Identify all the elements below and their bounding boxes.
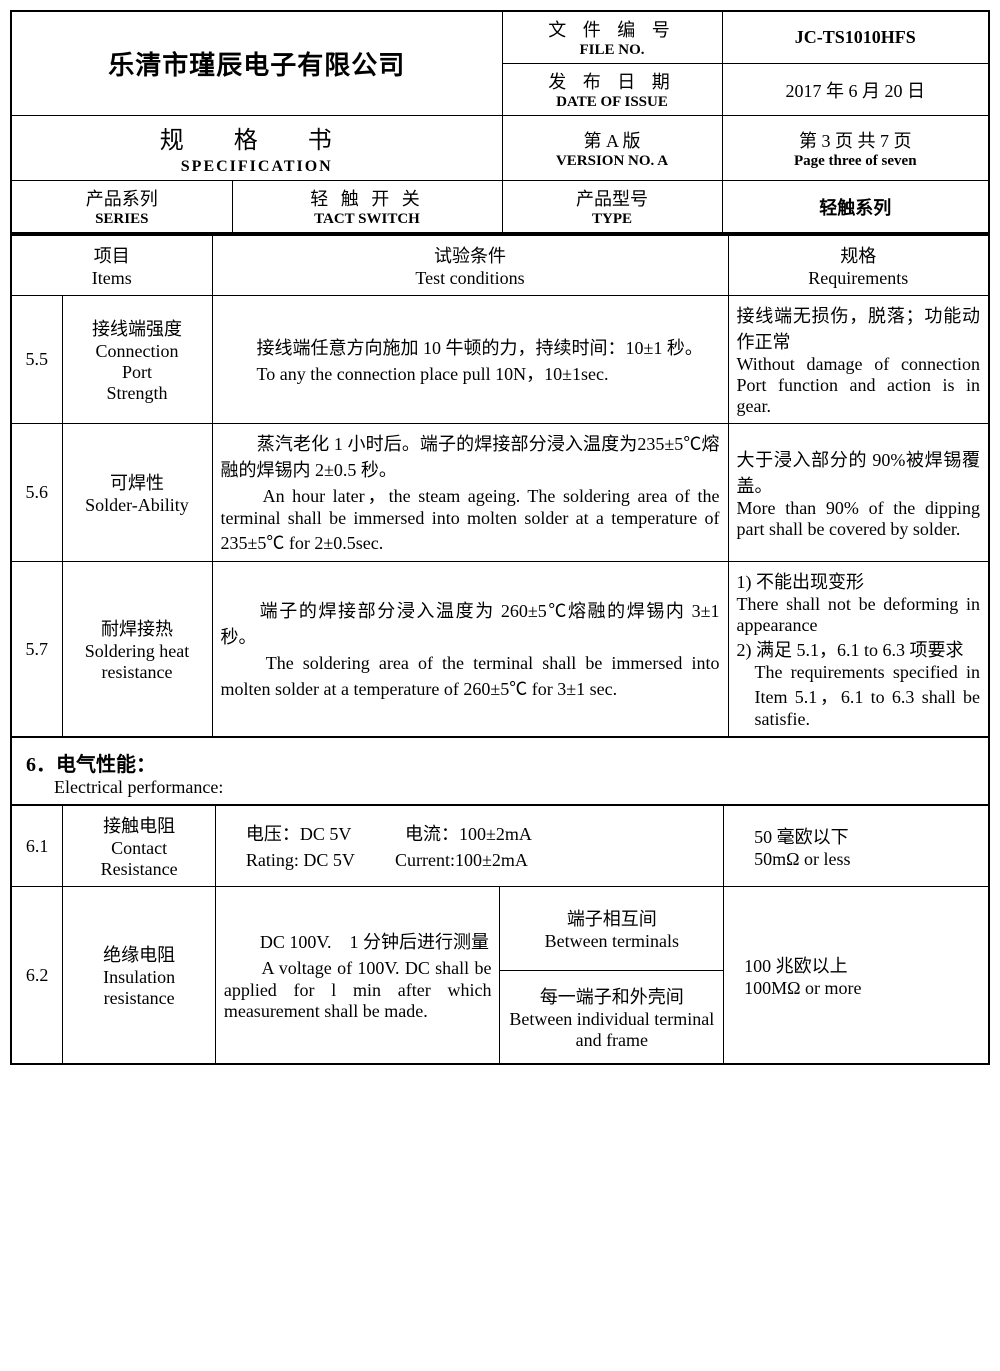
req-en: Without damage of connection Port functi… bbox=[737, 354, 981, 417]
item-en: Soldering heat bbox=[71, 641, 204, 662]
col-cond-en: Test conditions bbox=[221, 268, 720, 289]
date-label-cn: 发 布 日 期 bbox=[509, 68, 716, 94]
row-num: 6.1 bbox=[12, 806, 63, 887]
req-en: 50mΩ or less bbox=[754, 849, 980, 870]
req-l3: 2) 满足 5.1，6.1 to 6.3 项要求 bbox=[737, 636, 981, 662]
req-l1: 1) 不能出现变形 bbox=[737, 568, 981, 594]
cond2b-cn: 每一端子和外壳间 bbox=[506, 983, 717, 1009]
issue-date: 2017 年 6 月 20 日 bbox=[722, 64, 988, 116]
file-number: JC-TS1010HFS bbox=[722, 12, 988, 64]
item-cn: 耐焊接热 bbox=[71, 615, 204, 641]
cond-cn: 电压：DC 5V 电流：100±2mA bbox=[246, 820, 715, 846]
item-en: resistance bbox=[71, 988, 207, 1009]
series-value-en: TACT SWITCH bbox=[239, 211, 496, 228]
section-6-heading: 6．电气性能： Electrical performance: bbox=[12, 737, 988, 805]
col-items-cn: 项目 bbox=[20, 242, 204, 268]
table-header-row: 项目 Items 试验条件 Test conditions 规格 Require… bbox=[12, 235, 988, 296]
item-cn: 接线端强度 bbox=[71, 315, 204, 341]
cond-en: An hour later，the steam ageing. The sold… bbox=[221, 482, 720, 555]
item-cn: 绝缘电阻 bbox=[71, 941, 207, 967]
cond-en: The soldering area of the terminal shall… bbox=[221, 649, 720, 701]
cond-cn: 端子的焊接部分浸入温度为 260±5℃熔融的焊锡内 3±1 秒。 bbox=[221, 597, 720, 649]
version-en: VERSION NO. A bbox=[509, 153, 716, 170]
date-label-en: DATE OF ISSUE bbox=[509, 94, 716, 111]
req-cn: 100 兆欧以上 bbox=[744, 952, 980, 978]
item-en: Strength bbox=[71, 383, 204, 404]
item-cn: 可焊性 bbox=[71, 469, 204, 495]
company-name: 乐清市瑾辰电子有限公司 bbox=[18, 45, 496, 82]
type-label-cn: 产品型号 bbox=[509, 185, 716, 211]
version-cn: 第 A 版 bbox=[509, 127, 716, 153]
item-en: Contact bbox=[71, 838, 207, 859]
series-label-en: SERIES bbox=[18, 211, 226, 228]
section-6-en: Electrical performance: bbox=[26, 777, 974, 798]
req-cn: 接线端无损伤，脱落；功能动作正常 bbox=[737, 302, 981, 354]
spec-title-en: SPECIFICATION bbox=[181, 158, 333, 175]
row-num: 5.7 bbox=[12, 562, 62, 737]
table-row: 5.5 接线端强度 Connection Port Strength 接线端任意… bbox=[12, 296, 988, 424]
item-en: Port bbox=[71, 362, 204, 383]
req-l2: There shall not be deforming in appearan… bbox=[737, 594, 981, 636]
item-en: Insulation bbox=[71, 967, 207, 988]
col-req-cn: 规格 bbox=[737, 242, 981, 268]
series-label-cn: 产品系列 bbox=[18, 185, 226, 211]
cond-cn: 蒸汽老化 1 小时后。端子的焊接部分浸入温度为235±5℃熔融的焊锡内 2±0.… bbox=[221, 430, 720, 482]
spec-page: 乐清市瑾辰电子有限公司 文 件 编 号 FILE NO. JC-TS1010HF… bbox=[10, 10, 990, 1065]
header-table: 乐清市瑾辰电子有限公司 文 件 编 号 FILE NO. JC-TS1010HF… bbox=[12, 12, 988, 233]
req-en: More than 90% of the dipping part shall … bbox=[737, 498, 981, 540]
cond2a-cn: 端子相互间 bbox=[506, 905, 717, 931]
col-items-en: Items bbox=[20, 268, 204, 289]
col-cond-cn: 试验条件 bbox=[221, 242, 720, 268]
cond2b-en: Between individual terminal and frame bbox=[506, 1009, 717, 1051]
cond-en: Rating: DC 5V Current:100±2mA bbox=[246, 846, 715, 872]
page-en: Page three of seven bbox=[729, 153, 983, 170]
table-row: 6.1 接触电阻 Contact Resistance 电压：DC 5V 电流：… bbox=[12, 806, 988, 887]
cond-cn: DC 100V. 1 分钟后进行测量 bbox=[224, 928, 492, 954]
cond-cn: 接线端任意方向施加 10 牛顿的力，持续时间：10±1 秒。 bbox=[221, 334, 720, 360]
table-row: 6.2 绝缘电阻 Insulation resistance DC 100V. … bbox=[12, 887, 988, 971]
series-value-cn: 轻 触 开 关 bbox=[239, 185, 496, 211]
item-cn: 接触电阻 bbox=[71, 812, 207, 838]
cond-en: To any the connection place pull 10N，10±… bbox=[221, 360, 720, 386]
row-num: 5.6 bbox=[12, 424, 62, 562]
item-en: resistance bbox=[71, 662, 204, 683]
cond-en: A voltage of 100V. DC shall be applied f… bbox=[224, 954, 492, 1022]
spec-table-6: 6.1 接触电阻 Contact Resistance 电压：DC 5V 电流：… bbox=[12, 805, 988, 1063]
req-en: 100MΩ or more bbox=[744, 978, 980, 999]
fileno-label-en: FILE NO. bbox=[509, 42, 716, 59]
type-label-en: TYPE bbox=[509, 211, 716, 228]
req-cn: 50 毫欧以下 bbox=[754, 823, 980, 849]
spec-table-5: 项目 Items 试验条件 Test conditions 规格 Require… bbox=[12, 233, 988, 737]
type-value: 轻触系列 bbox=[722, 181, 988, 233]
item-en: Resistance bbox=[71, 859, 207, 880]
section-6-cn: 6．电气性能： bbox=[26, 748, 974, 777]
table-row: 5.6 可焊性 Solder-Ability 蒸汽老化 1 小时后。端子的焊接部… bbox=[12, 424, 988, 562]
row-num: 6.2 bbox=[12, 887, 63, 1064]
table-row: 5.7 耐焊接热 Soldering heat resistance 端子的焊接… bbox=[12, 562, 988, 737]
req-cn: 大于浸入部分的 90%被焊锡覆盖。 bbox=[737, 446, 981, 498]
item-en: Connection bbox=[71, 341, 204, 362]
item-en: Solder-Ability bbox=[71, 495, 204, 516]
page-cn: 第 3 页 共 7 页 bbox=[729, 127, 983, 153]
fileno-label-cn: 文 件 编 号 bbox=[509, 16, 716, 42]
req-l4: The requirements specified in Item 5.1，6… bbox=[737, 662, 981, 730]
spec-title-cn: 规 格 书 bbox=[160, 128, 354, 154]
row-num: 5.5 bbox=[12, 296, 62, 424]
cond2a-en: Between terminals bbox=[506, 931, 717, 952]
col-req-en: Requirements bbox=[737, 268, 981, 289]
